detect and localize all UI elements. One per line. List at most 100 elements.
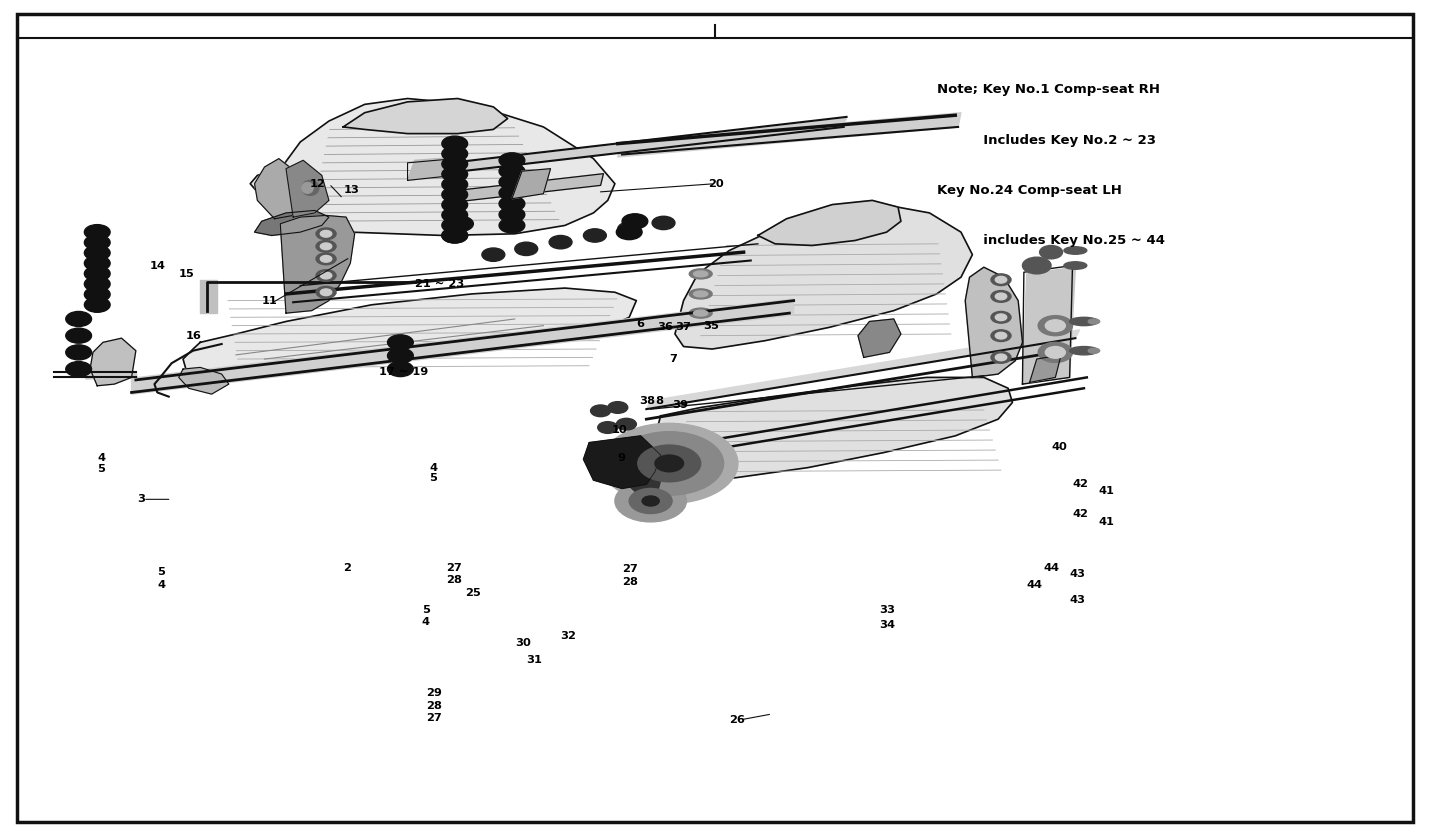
Polygon shape — [86, 372, 137, 379]
Circle shape — [84, 245, 110, 261]
Text: 27: 27 — [446, 563, 462, 573]
Circle shape — [652, 216, 675, 230]
Circle shape — [442, 167, 468, 182]
Circle shape — [583, 229, 606, 242]
Text: 39: 39 — [672, 400, 688, 410]
Text: 28: 28 — [426, 701, 442, 711]
Text: 11: 11 — [262, 296, 277, 306]
Ellipse shape — [689, 308, 712, 318]
Polygon shape — [629, 472, 661, 493]
Ellipse shape — [1088, 319, 1100, 324]
Polygon shape — [651, 377, 1012, 483]
Circle shape — [499, 218, 525, 233]
Polygon shape — [343, 99, 508, 134]
Circle shape — [618, 222, 641, 235]
Text: 9: 9 — [618, 453, 626, 463]
Circle shape — [499, 185, 525, 200]
Ellipse shape — [302, 180, 319, 195]
Text: 5: 5 — [429, 473, 438, 483]
Text: 17 ~ 19: 17 ~ 19 — [379, 367, 428, 377]
Circle shape — [442, 146, 468, 161]
Circle shape — [995, 276, 1007, 283]
Text: 7: 7 — [669, 354, 678, 364]
Ellipse shape — [1070, 317, 1098, 326]
Circle shape — [995, 314, 1007, 321]
Polygon shape — [675, 205, 972, 349]
Text: 20: 20 — [708, 179, 724, 189]
Circle shape — [991, 311, 1011, 323]
Ellipse shape — [1064, 247, 1087, 255]
Polygon shape — [965, 267, 1022, 377]
Polygon shape — [286, 160, 329, 217]
Polygon shape — [512, 169, 551, 199]
Polygon shape — [412, 119, 847, 177]
Text: 41: 41 — [1098, 517, 1114, 527]
Circle shape — [316, 270, 336, 281]
Text: 4: 4 — [422, 617, 430, 627]
Circle shape — [995, 332, 1007, 339]
Text: 2: 2 — [343, 563, 352, 573]
Text: 28: 28 — [622, 577, 638, 587]
Text: 33: 33 — [879, 605, 895, 615]
Polygon shape — [183, 288, 636, 374]
Polygon shape — [1030, 355, 1061, 382]
Circle shape — [84, 256, 110, 271]
Text: 8: 8 — [655, 396, 664, 406]
Text: 43: 43 — [1070, 595, 1085, 605]
Circle shape — [638, 445, 701, 482]
Text: 37: 37 — [675, 322, 692, 332]
Ellipse shape — [694, 310, 708, 316]
Text: 26: 26 — [729, 715, 745, 725]
Circle shape — [1038, 316, 1072, 336]
Polygon shape — [408, 157, 460, 180]
Circle shape — [1045, 320, 1065, 331]
Circle shape — [1040, 245, 1062, 259]
Circle shape — [84, 287, 110, 302]
Circle shape — [84, 266, 110, 281]
Text: 34: 34 — [879, 620, 895, 630]
Text: 4: 4 — [97, 453, 106, 463]
Circle shape — [616, 418, 636, 430]
Circle shape — [320, 289, 332, 296]
Circle shape — [84, 276, 110, 291]
Polygon shape — [179, 367, 229, 394]
Polygon shape — [618, 113, 961, 157]
Polygon shape — [250, 99, 615, 235]
Ellipse shape — [1070, 347, 1098, 355]
Circle shape — [388, 335, 413, 350]
Circle shape — [1022, 257, 1051, 274]
Circle shape — [499, 164, 525, 179]
Text: 27: 27 — [426, 713, 442, 723]
Polygon shape — [132, 299, 794, 394]
Text: 25: 25 — [465, 588, 480, 598]
Text: Key No.24 Comp-seat LH: Key No.24 Comp-seat LH — [937, 184, 1121, 197]
Circle shape — [66, 328, 92, 343]
Circle shape — [591, 405, 611, 417]
Circle shape — [499, 175, 525, 190]
Text: 42: 42 — [1072, 479, 1088, 489]
Circle shape — [84, 235, 110, 250]
Text: 28: 28 — [446, 575, 462, 585]
Circle shape — [442, 228, 468, 243]
Text: 3: 3 — [137, 494, 146, 504]
Circle shape — [499, 153, 525, 168]
Circle shape — [442, 208, 468, 223]
Text: 38: 38 — [639, 396, 655, 406]
Circle shape — [84, 297, 110, 312]
Text: 30: 30 — [515, 638, 531, 648]
Circle shape — [442, 197, 468, 212]
Circle shape — [629, 488, 672, 514]
Ellipse shape — [689, 289, 712, 299]
Circle shape — [316, 228, 336, 240]
Text: 43: 43 — [1070, 569, 1085, 579]
Polygon shape — [255, 159, 307, 219]
Circle shape — [316, 286, 336, 298]
Circle shape — [66, 345, 92, 360]
Circle shape — [1038, 342, 1072, 362]
Circle shape — [615, 432, 724, 495]
Text: 5: 5 — [157, 567, 166, 577]
Circle shape — [991, 330, 1011, 342]
Circle shape — [622, 214, 648, 229]
Text: 31: 31 — [526, 655, 542, 665]
Text: 42: 42 — [1072, 509, 1088, 519]
